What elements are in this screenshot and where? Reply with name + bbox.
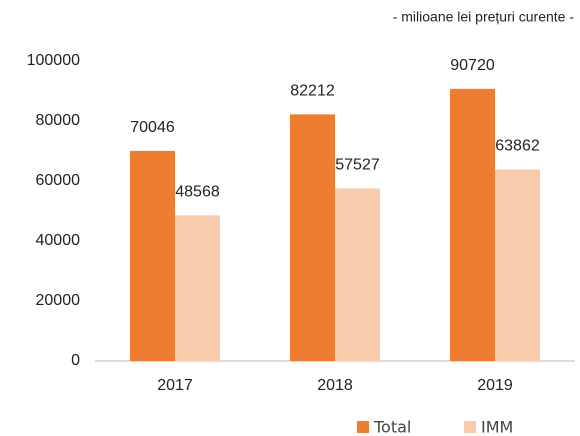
y-tick-label: 0 <box>71 352 80 369</box>
data-label: 48568 <box>175 184 220 201</box>
data-label: 63862 <box>495 138 540 155</box>
legend-swatch <box>357 421 369 433</box>
bar <box>175 215 220 361</box>
data-label: 70046 <box>130 119 175 136</box>
legend-label: IMM <box>481 418 513 436</box>
y-tick-label: 60000 <box>36 172 81 189</box>
x-tick-label: 2017 <box>157 377 193 394</box>
x-tick-label: 2019 <box>477 377 513 394</box>
data-label: 57527 <box>335 157 380 174</box>
bar <box>130 150 175 361</box>
bar <box>495 169 540 361</box>
bar <box>450 88 495 361</box>
bar <box>335 188 380 361</box>
x-tick-label: 2018 <box>317 377 353 394</box>
legend-swatch <box>464 421 476 433</box>
data-label: 90720 <box>450 57 495 74</box>
y-tick-label: 100000 <box>27 52 80 69</box>
data-label: 82212 <box>290 83 335 100</box>
y-tick-label: 80000 <box>36 112 81 129</box>
y-tick-label: 20000 <box>36 292 81 309</box>
legend-label: Total <box>373 418 411 436</box>
y-tick-label: 40000 <box>36 232 81 249</box>
chart-subtitle: - milioane lei prețuri curente - <box>393 9 575 25</box>
bar <box>290 114 335 361</box>
